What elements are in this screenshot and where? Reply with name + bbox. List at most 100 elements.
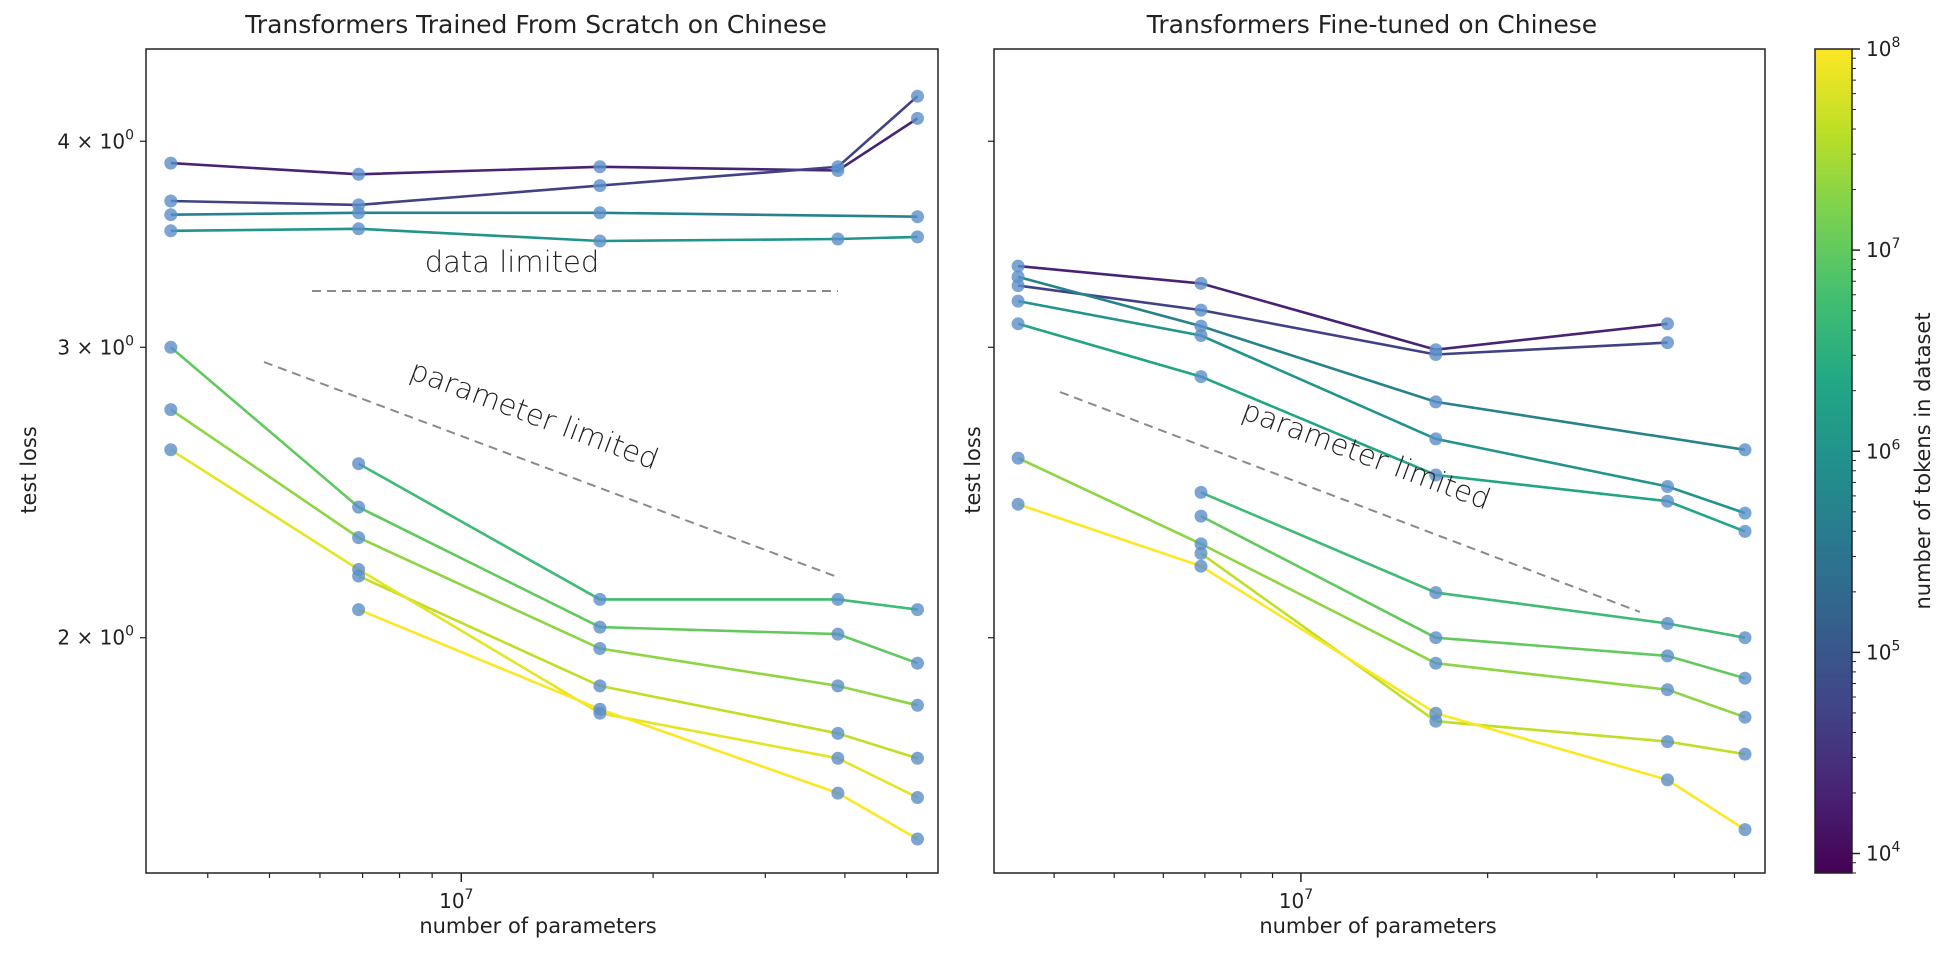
right-data-point <box>1011 317 1025 331</box>
left-parameter-limited-label: parameter limited <box>406 353 664 477</box>
right-axes-frame <box>993 48 1766 874</box>
right-data-point <box>1661 336 1674 350</box>
left-data-point <box>911 751 924 765</box>
left-data-point <box>831 679 845 693</box>
left-data-point <box>831 592 845 606</box>
right-y-axis-label: test loss <box>961 426 985 514</box>
left-parameter-limited-guide-line <box>263 361 841 579</box>
right-series-line-4 <box>1017 322 1746 533</box>
left-y-tick-label: 2 × 100 <box>57 624 134 650</box>
right-data-point <box>1011 451 1025 465</box>
left-series-line-0 <box>170 117 919 176</box>
right-data-point <box>1661 494 1674 508</box>
right-data-point <box>1011 270 1025 284</box>
left-series-lines <box>169 95 919 841</box>
left-data-point <box>911 89 924 103</box>
right-data-point <box>1738 443 1752 457</box>
left-data-point <box>911 832 924 846</box>
right-data-point <box>1661 480 1674 493</box>
left-data-point <box>831 786 845 800</box>
right-data-point <box>1429 706 1443 720</box>
right-series-lines <box>1017 264 1746 831</box>
left-data-point <box>593 642 607 655</box>
left-data-point <box>911 111 924 125</box>
colorbar-tick-label: 106 <box>1866 437 1900 463</box>
right-parameter-limited-label: parameter limited <box>1238 393 1496 517</box>
right-data-point <box>1738 671 1752 685</box>
right-data-point <box>1661 649 1674 663</box>
left-data-point <box>593 206 607 220</box>
right-data-point <box>1194 537 1208 551</box>
left-series-line-5 <box>169 346 918 665</box>
left-data-point <box>352 500 366 514</box>
right-chart-title: Transformers Fine-tuned on Chinese <box>1146 10 1597 39</box>
left-series-line-9 <box>358 608 919 841</box>
right-x-tick-label: 107 <box>1279 887 1313 913</box>
left-series-line-2 <box>170 211 918 218</box>
right-data-point <box>1661 735 1674 749</box>
left-data-point <box>164 403 178 417</box>
colorbar-tick-label: 107 <box>1866 236 1900 262</box>
left-data-point <box>911 230 924 244</box>
right-data-point <box>1738 506 1752 520</box>
left-data-point <box>593 679 607 693</box>
right-data-point <box>1738 524 1752 538</box>
right-data-point <box>1194 546 1208 560</box>
left-data-point <box>831 232 845 246</box>
left-data-point <box>593 620 607 634</box>
right-data-point <box>1194 370 1208 384</box>
right-series-line-5 <box>1200 491 1746 639</box>
right-data-point <box>1194 303 1208 317</box>
left-data-point <box>352 206 366 220</box>
left-data-point <box>352 167 366 181</box>
right-series-line-6 <box>1200 514 1746 680</box>
right-data-point <box>1661 617 1674 630</box>
right-data-point <box>1194 329 1208 342</box>
left-data-point <box>164 156 178 170</box>
left-data-points <box>164 89 924 846</box>
left-y-tick-label: 4 × 100 <box>57 127 134 153</box>
left-data-point <box>593 179 607 193</box>
right-data-point <box>1011 497 1025 511</box>
colorbar: 104 105 106 107 108 number of tokens in data… <box>1814 35 1935 874</box>
right-data-point <box>1429 348 1443 361</box>
left-data-point <box>164 208 178 222</box>
right-data-point <box>1738 747 1752 761</box>
right-data-point <box>1194 319 1208 333</box>
left-series-line-3 <box>170 227 918 243</box>
right-data-point <box>1738 631 1752 645</box>
colorbar-ticks: 104 105 106 107 108 <box>1852 35 1900 874</box>
right-series-line-9 <box>1017 502 1746 831</box>
left-data-point <box>831 751 845 765</box>
colorbar-tick-label: 104 <box>1866 840 1900 866</box>
left-data-point <box>911 791 924 804</box>
right-data-point <box>1429 586 1443 600</box>
right-parameter-limited-guide-line <box>1059 391 1641 613</box>
right-series-line-3 <box>1017 299 1746 515</box>
right-data-point <box>1429 631 1443 645</box>
left-data-point <box>911 603 924 617</box>
right-data-point <box>1738 823 1752 837</box>
colorbar-gradient <box>1814 48 1853 874</box>
right-series-line-1 <box>1017 284 1668 356</box>
left-data-point <box>164 340 178 354</box>
right-series-line-0 <box>1017 264 1668 352</box>
left-series-line-1 <box>170 95 919 207</box>
left-chart-title: Transformers Trained From Scratch on Chi… <box>244 10 827 39</box>
left-data-point <box>164 224 178 238</box>
right-data-point <box>1429 395 1443 409</box>
right-data-point <box>1194 509 1208 523</box>
left-x-tick-label: 107 <box>439 887 473 913</box>
right-chart-panel: Transformers Fine-tuned on Chinese param… <box>961 10 1766 938</box>
left-data-point <box>352 531 366 545</box>
right-annotations: parameter limited <box>1059 391 1641 613</box>
left-y-axis-label: test loss <box>17 426 41 514</box>
left-data-point <box>831 627 845 641</box>
right-series-line-2 <box>1017 275 1746 452</box>
right-data-point <box>1661 773 1674 787</box>
right-data-point <box>1194 559 1208 573</box>
left-y-tick-label: 3 × 100 <box>57 333 134 359</box>
left-annotations: data limited parameter limited <box>263 245 841 579</box>
left-data-point <box>593 702 607 716</box>
